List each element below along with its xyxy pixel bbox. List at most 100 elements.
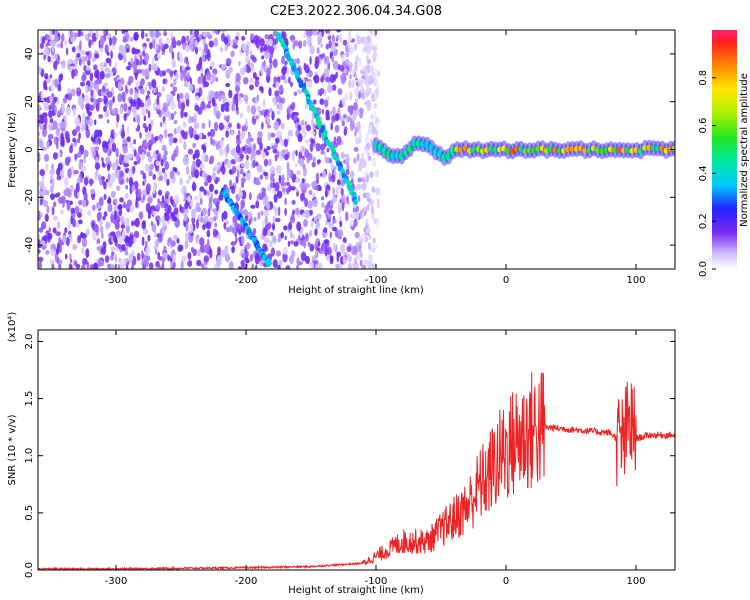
heatmap-speckle — [118, 170, 124, 178]
heatmap-speckle — [251, 263, 255, 269]
heatmap-speckle — [310, 219, 314, 229]
heatmap-speckle — [327, 84, 333, 93]
heatmap-speckle — [342, 237, 347, 244]
snr-x-ticks: -300 -200 -100 0 100 — [105, 330, 646, 587]
heatmap-speckle — [195, 201, 201, 212]
heatmap-speckle — [148, 63, 152, 72]
heatmap-speckle — [295, 207, 300, 215]
heatmap-speckle — [368, 234, 372, 241]
heatmap-speckle — [130, 57, 134, 65]
heatmap-speckle — [319, 31, 322, 37]
heatmap-speckle — [177, 100, 182, 110]
heatmap-speckle — [366, 174, 369, 184]
heatmap-speckle — [240, 162, 245, 168]
heatmap-speckle — [100, 90, 106, 97]
heatmap-speckle — [289, 240, 295, 245]
heatmap-speckle — [84, 33, 89, 40]
heatmap-speckle — [204, 181, 208, 187]
heatmap-speckle — [263, 111, 267, 118]
heatmap-speckle — [308, 190, 313, 196]
heatmap-speckle — [357, 177, 362, 183]
heatmap-speckle — [272, 58, 278, 68]
heatmap-speckle — [151, 133, 154, 143]
heatmap-speckle — [259, 259, 264, 267]
heatmap-speckle — [254, 79, 259, 88]
heatmap-speckle — [345, 211, 349, 222]
heatmap-speckle — [61, 136, 65, 145]
heatmap-speckle — [50, 174, 53, 181]
heatmap-speckle — [309, 56, 312, 65]
heatmap-speckle — [266, 73, 271, 83]
heatmap-speckle — [350, 170, 355, 180]
heatmap-speckle — [66, 91, 73, 101]
heatmap-speckle — [163, 172, 168, 182]
heatmap-speckle — [203, 43, 209, 54]
heatmap-speckle — [215, 30, 219, 35]
heatmap-speckle — [170, 211, 175, 218]
heatmap-speckle — [293, 241, 299, 247]
heatmap-speckle — [88, 118, 93, 127]
heatmap-speckle — [124, 84, 128, 92]
heatmap-speckle — [207, 208, 211, 217]
heatmap-speckle — [87, 85, 92, 92]
heatmap-speckle — [234, 231, 238, 238]
heatmap-speckle — [147, 213, 151, 219]
heatmap-speckle — [346, 245, 352, 253]
heatmap-speckle — [53, 35, 60, 43]
heatmap-speckle — [354, 253, 360, 261]
heatmap-speckle — [110, 254, 114, 261]
heatmap-speckle — [141, 220, 146, 230]
heatmap-speckle — [236, 86, 239, 97]
heatmap-speckle — [64, 156, 70, 166]
heatmap-speckle — [148, 262, 154, 269]
heatmap-speckle — [192, 181, 196, 191]
heatmap-speckle — [170, 199, 174, 206]
heatmap-speckle — [360, 233, 367, 243]
heatmap-speckle — [371, 186, 376, 193]
heatmap-speckle — [81, 264, 86, 269]
heatmap-speckle — [255, 149, 262, 156]
heatmap-speckle — [93, 64, 98, 71]
heatmap-speckle — [297, 124, 302, 131]
heatmap-speckle — [275, 81, 280, 89]
heatmap-speckle — [74, 153, 77, 162]
heatmap-speckle — [312, 192, 316, 198]
heatmap-speckle — [230, 241, 237, 246]
heatmap-speckle — [50, 193, 55, 201]
heatmap-speckle — [133, 139, 137, 145]
heatmap-speckle — [289, 35, 295, 41]
spectrogram-x-label: Height of straight line (km) — [288, 285, 424, 296]
heatmap-speckle — [76, 87, 81, 92]
spectrogram-y-label: Frequency (Hz) — [7, 112, 18, 188]
heatmap-speckle — [353, 157, 357, 164]
heatmap-speckle — [49, 169, 55, 175]
heatmap-speckle — [187, 148, 194, 155]
heatmap-speckle — [115, 147, 119, 158]
heatmap-speckle — [194, 122, 200, 129]
heatmap-speckle — [315, 263, 321, 269]
heatmap-speckle — [115, 246, 119, 252]
heatmap-speckle — [351, 68, 355, 76]
heatmap-speckle — [122, 145, 128, 154]
heatmap-speckle — [89, 178, 93, 187]
heatmap-speckle — [346, 195, 349, 205]
heatmap-speckle — [302, 40, 307, 47]
heatmap-speckle — [320, 75, 324, 82]
heatmap-speckle — [123, 154, 129, 164]
heatmap-speckle — [263, 44, 268, 52]
x-tick-label: -300 — [105, 275, 128, 286]
heatmap-speckle — [262, 98, 266, 109]
heatmap-speckle — [321, 53, 326, 58]
heatmap-speckle — [163, 43, 169, 50]
heatmap-speckle — [269, 181, 274, 189]
heatmap-speckle — [266, 230, 272, 237]
heatmap-speckle — [145, 183, 151, 193]
heatmap-speckle — [153, 63, 158, 71]
heatmap-speckle — [161, 51, 165, 56]
heatmap-speckle — [318, 30, 324, 33]
heatmap-speckle — [190, 246, 194, 253]
heatmap-speckle — [286, 167, 291, 176]
heatmap-speckle — [373, 30, 377, 38]
heatmap-speckle — [272, 222, 275, 231]
heatmap-speckle — [179, 135, 183, 145]
